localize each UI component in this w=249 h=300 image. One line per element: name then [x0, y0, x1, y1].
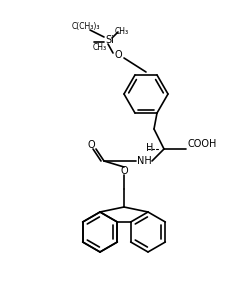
Text: H: H	[146, 143, 154, 153]
Text: O: O	[87, 140, 95, 150]
Text: Si: Si	[106, 35, 115, 45]
Text: O: O	[120, 166, 128, 176]
Text: CH₃: CH₃	[93, 44, 107, 52]
Text: C(CH₃)₃: C(CH₃)₃	[72, 22, 100, 31]
Text: COOH: COOH	[187, 139, 217, 149]
Text: NH: NH	[137, 156, 151, 166]
Text: O: O	[114, 50, 122, 60]
Text: CH₃: CH₃	[115, 28, 129, 37]
